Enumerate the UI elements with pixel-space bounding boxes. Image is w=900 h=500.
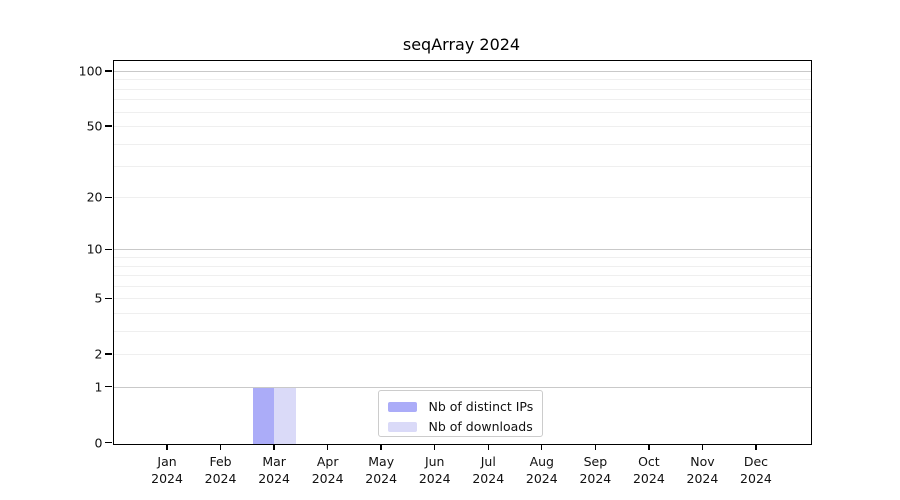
x-tick-mark — [648, 445, 650, 450]
legend-entry: Nb of downloads — [387, 417, 533, 437]
minor-gridline — [113, 298, 811, 300]
x-tick-mark — [273, 445, 275, 450]
y-tick-label: 50 — [86, 118, 103, 134]
y-tick-mark — [105, 196, 112, 199]
x-tick-label: Dec 2024 — [740, 453, 772, 487]
y-tick-label: 100 — [78, 63, 103, 79]
minor-gridline — [113, 88, 811, 90]
major-gridline — [113, 249, 811, 251]
y-tick-label: 0 — [94, 435, 103, 450]
chart-title: seqArray 2024 — [402, 35, 521, 54]
x-tick-mark — [166, 445, 168, 450]
y-tick-mark — [105, 248, 112, 251]
x-tick-label: Apr 2024 — [311, 453, 344, 487]
x-tick-label: May 2024 — [365, 453, 398, 487]
y-tick-label: 5 — [94, 290, 103, 306]
plot-area: 0 1 2 5 10 20 50 100 Jan 2024 Feb 2024 Mar 2024 Apr… — [79, 59, 812, 486]
x-tick-label: Feb 2024 — [204, 453, 237, 487]
y-tick-mark — [105, 297, 112, 299]
minor-gridline — [113, 312, 811, 314]
y-tick-label: 10 — [86, 241, 103, 257]
x-tick-mark — [326, 445, 329, 450]
minor-gridline — [113, 79, 811, 81]
x-tick-mark — [541, 445, 543, 450]
minor-gridline — [113, 166, 811, 168]
y-tick-label: 2 — [94, 346, 103, 362]
x-tick-label: Jun 2024 — [418, 453, 451, 487]
minor-gridline — [113, 354, 811, 356]
minor-gridline — [113, 330, 811, 332]
x-tick-label: Aug 2024 — [525, 453, 558, 487]
x-tick-mark — [434, 445, 436, 450]
x-tick-mark — [594, 445, 597, 450]
x-tick-label: Oct 2024 — [632, 453, 665, 487]
minor-gridline — [113, 143, 811, 145]
y-tick-mark — [105, 441, 112, 444]
minor-gridline — [113, 285, 811, 287]
x-tick-mark — [487, 445, 489, 450]
y-tick-mark — [105, 385, 112, 388]
x-tick-label: Jul 2024 — [472, 453, 505, 487]
bar-downloads — [274, 387, 296, 444]
x-tick-mark — [701, 445, 704, 450]
legend-entry: Nb of distinct IPs — [387, 397, 534, 417]
x-tick-label: Sep 2024 — [579, 453, 612, 487]
x-tick-mark — [219, 445, 222, 450]
legend-label: Nb of distinct IPs — [428, 399, 534, 414]
minor-gridline — [113, 197, 811, 199]
minor-gridline — [113, 99, 811, 101]
minor-gridline — [113, 125, 811, 127]
y-tick-label: 20 — [86, 189, 103, 205]
x-tick-label: Mar 2024 — [258, 453, 291, 487]
bar-distinct-ips — [252, 387, 275, 444]
minor-gridline — [113, 111, 811, 113]
minor-gridline — [113, 265, 811, 267]
minor-gridline — [113, 257, 811, 259]
y-tick-mark — [105, 353, 112, 355]
x-tick-mark — [380, 445, 382, 450]
legend: Nb of distinct IPs Nb of downloads — [377, 389, 543, 437]
major-gridline — [113, 70, 811, 72]
y-tick-label: 1 — [94, 379, 103, 395]
y-tick-mark — [105, 70, 112, 72]
legend-label: Nb of downloads — [428, 419, 533, 434]
legend-swatch-icon — [387, 421, 417, 432]
x-tick-mark — [755, 445, 757, 450]
x-tick-label: Nov 2024 — [686, 453, 719, 487]
legend-swatch-icon — [387, 401, 417, 412]
minor-gridline — [113, 275, 811, 277]
x-tick-label: Jan 2024 — [151, 453, 183, 487]
y-tick-mark — [105, 125, 112, 127]
major-gridline — [113, 386, 811, 388]
